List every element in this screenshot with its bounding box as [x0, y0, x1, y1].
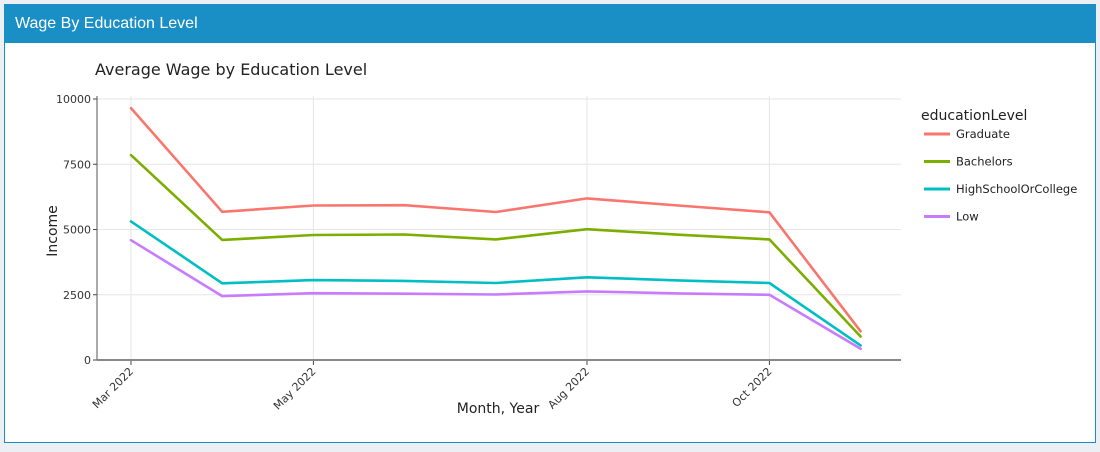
- y-axis-label: Income: [45, 205, 61, 257]
- chart-container: Average Wage by Education Level 0 2500 500…: [5, 44, 1095, 442]
- legend-entry-label: Bachelors: [956, 155, 1013, 169]
- legend-entry-label: Graduate: [956, 127, 1010, 141]
- y-tick-label: 5000: [63, 224, 91, 237]
- series-line-graduate: [129, 106, 862, 333]
- legend-entry-label: HighSchoolOrCollege: [956, 182, 1077, 196]
- x-tick-label: Aug 2022: [545, 365, 592, 412]
- y-tick-label: 2500: [63, 289, 91, 302]
- x-tick-label: Oct 2022: [730, 365, 775, 410]
- panel-header: Wage By Education Level: [5, 5, 1095, 43]
- series-line-low: [129, 238, 862, 351]
- y-tick-label: 0: [84, 354, 91, 367]
- axes: 0 2500 5000 7500 10000 Mar 2022 May 2022 Aug 20…: [56, 93, 901, 412]
- x-tick-label: May 2022: [271, 365, 319, 413]
- y-tick-label: 7500: [63, 158, 91, 171]
- legend-title: educationLevel: [921, 108, 1027, 124]
- series-lines: [129, 106, 862, 351]
- chart-title: Average Wage by Education Level: [95, 60, 367, 79]
- wage-panel: Wage By Education Level Average Wage by …: [4, 4, 1096, 443]
- series-line-highschoolorcollege: [129, 220, 862, 347]
- x-axis-label: Month, Year: [457, 401, 540, 417]
- y-tick-label: 10000: [56, 93, 91, 106]
- legend-entry-label: Low: [956, 210, 979, 224]
- series-line-bachelors: [129, 153, 862, 338]
- panel-title: Wage By Education Level: [15, 15, 198, 32]
- x-tick-label: Mar 2022: [90, 365, 136, 411]
- wage-line-chart: Average Wage by Education Level 0 2500 500…: [45, 60, 1077, 417]
- legend: educationLevel Graduate Bachelors HighScho…: [921, 108, 1077, 224]
